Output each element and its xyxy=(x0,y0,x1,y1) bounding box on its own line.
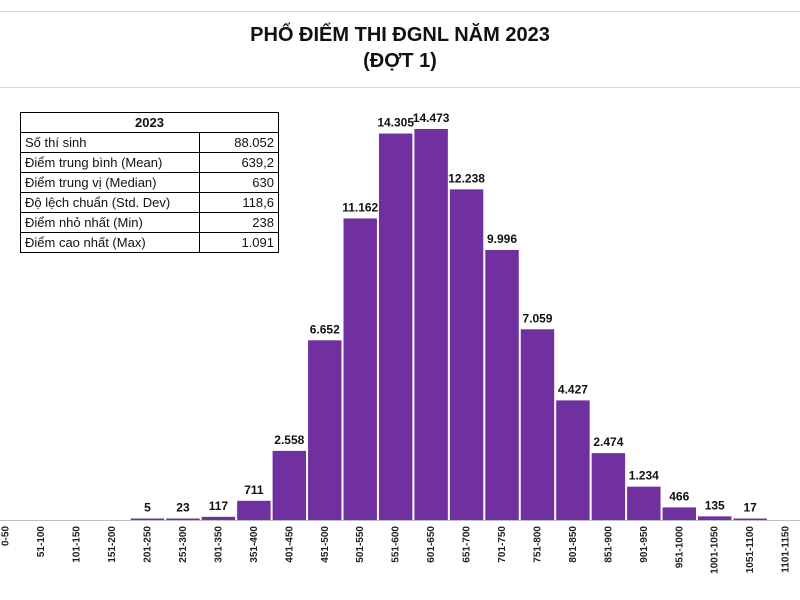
x-tick-label: 901-950 xyxy=(639,526,650,563)
stats-value: 88.052 xyxy=(199,132,279,153)
x-tick-label: 801-850 xyxy=(568,526,579,563)
histogram-bar xyxy=(166,518,200,520)
stats-value: 630 xyxy=(199,172,279,193)
x-tick-label: 651-700 xyxy=(462,526,473,563)
chart-title-line-2: (ĐỢT 1) xyxy=(363,50,437,72)
x-tick-label: 351-400 xyxy=(249,526,260,563)
histogram-bar xyxy=(449,189,484,520)
title-divider xyxy=(0,87,800,88)
x-tick-label: 1001-1050 xyxy=(710,526,721,574)
histogram-bar xyxy=(662,507,696,520)
x-tick-label: 201-250 xyxy=(143,526,154,563)
bar-data-label: 2.558 xyxy=(274,433,304,447)
stats-label: Số thí sinh xyxy=(20,132,200,153)
bar-data-label: 9.996 xyxy=(487,232,517,246)
x-tick-label: 751-800 xyxy=(532,526,543,563)
bar-data-label: 1.234 xyxy=(629,469,659,483)
histogram-bar xyxy=(343,218,377,520)
bar-data-label: 14.305 xyxy=(377,116,414,130)
stats-header: 2023 xyxy=(20,112,279,133)
bar-data-label: 12.238 xyxy=(448,171,485,185)
bar-data-label: 5 xyxy=(144,501,151,515)
histogram-bar xyxy=(733,518,767,520)
stats-value: 1.091 xyxy=(199,232,279,253)
histogram-bar xyxy=(414,129,448,520)
bar-data-label: 711 xyxy=(244,483,264,497)
chart-title: PHỔ ĐIỂM THI ĐGNL NĂM 2023 (ĐỢT 1) xyxy=(0,22,800,74)
stats-label: Điểm cao nhất (Max) xyxy=(20,232,200,253)
bar-data-label: 117 xyxy=(209,499,229,513)
stats-label: Điểm trung bình (Mean) xyxy=(20,152,200,173)
histogram-bar xyxy=(130,518,165,520)
bar-data-label: 2.474 xyxy=(593,435,623,449)
x-tick-label: 951-1000 xyxy=(674,526,685,569)
stats-value: 118,6 xyxy=(199,192,279,213)
stats-label: Điểm nhỏ nhất (Min) xyxy=(20,212,200,233)
bar-data-label: 14.473 xyxy=(413,111,450,125)
stats-table: 2023 Số thí sinh 88.052 Điểm trung bình … xyxy=(20,112,279,253)
histogram-bar xyxy=(201,516,236,520)
x-tick-label: 451-500 xyxy=(320,526,331,563)
histogram-bar xyxy=(591,453,626,520)
x-tick-label: 401-450 xyxy=(284,526,295,563)
x-tick-label: 151-200 xyxy=(107,526,118,563)
x-tick-label: 1051-1100 xyxy=(745,526,756,574)
x-tick-label: 51-100 xyxy=(36,526,47,558)
bar-data-label: 23 xyxy=(176,501,190,515)
stats-row: Độ lệch chuẩn (Std. Dev) 118,6 xyxy=(20,192,279,213)
stats-value: 639,2 xyxy=(199,152,279,173)
x-tick-label: 101-150 xyxy=(72,526,83,563)
stats-row: Số thí sinh 88.052 xyxy=(20,132,279,153)
stats-row: Điểm trung vị (Median) 630 xyxy=(20,172,279,193)
bar-data-label: 11.162 xyxy=(342,200,378,214)
stats-header-row: 2023 xyxy=(20,112,279,133)
x-tick-label: 301-350 xyxy=(213,526,224,563)
bar-data-label: 6.652 xyxy=(310,322,340,336)
bar-data-label: 4.427 xyxy=(558,382,588,396)
histogram-bar xyxy=(272,450,307,520)
x-tick-label: 851-900 xyxy=(603,526,614,563)
histogram-bar xyxy=(556,400,590,520)
x-tick-label: 251-300 xyxy=(178,526,189,563)
histogram-bar xyxy=(698,516,732,520)
x-tick-label: 701-750 xyxy=(497,526,508,563)
bar-data-label: 7.059 xyxy=(522,311,552,325)
bar-data-label: 466 xyxy=(669,489,689,503)
histogram-bar xyxy=(485,249,519,521)
x-tick-label: 551-600 xyxy=(391,526,402,563)
histogram-bar xyxy=(627,486,661,520)
x-tick-label: 601-650 xyxy=(426,526,437,563)
x-tick-label: 501-550 xyxy=(355,526,366,563)
histogram-bar xyxy=(378,133,413,521)
histogram-bar xyxy=(308,340,342,520)
stats-row: Điểm trung bình (Mean) 639,2 xyxy=(20,152,279,173)
bar-data-label: 17 xyxy=(743,501,757,515)
stats-row: Điểm cao nhất (Max) 1.091 xyxy=(20,232,279,253)
histogram-bar xyxy=(520,329,555,520)
bar-data-label: 135 xyxy=(705,498,725,512)
top-divider xyxy=(0,11,800,12)
histogram-bar xyxy=(237,500,271,520)
x-tick-label: 1101-1150 xyxy=(781,526,792,573)
stats-row: Điểm nhỏ nhất (Min) 238 xyxy=(20,212,279,233)
x-tick-label: 0-50 xyxy=(1,526,12,546)
stats-label: Điểm trung vị (Median) xyxy=(20,172,200,193)
stats-label: Độ lệch chuẩn (Std. Dev) xyxy=(20,192,200,213)
chart-title-line-1: PHỔ ĐIỂM THI ĐGNL NĂM 2023 xyxy=(250,24,550,46)
stats-value: 238 xyxy=(199,212,279,233)
